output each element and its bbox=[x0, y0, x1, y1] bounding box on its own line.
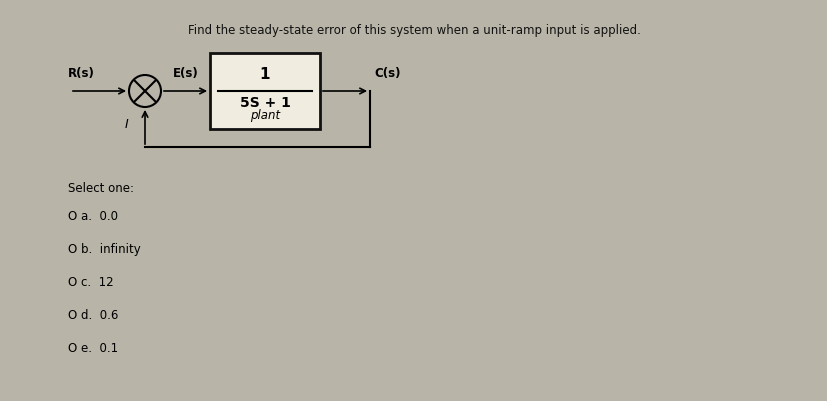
Text: I: I bbox=[125, 118, 129, 131]
Text: O d.  0.6: O d. 0.6 bbox=[68, 308, 118, 321]
Text: R(s): R(s) bbox=[68, 67, 95, 80]
Text: E(s): E(s) bbox=[172, 67, 198, 80]
Text: 1: 1 bbox=[260, 67, 270, 82]
Text: Find the steady-state error of this system when a unit-ramp input is applied.: Find the steady-state error of this syst… bbox=[188, 24, 639, 37]
Text: plant: plant bbox=[250, 109, 280, 122]
Text: 5S + 1: 5S + 1 bbox=[239, 96, 290, 110]
Text: Select one:: Select one: bbox=[68, 182, 134, 194]
Text: O a.  0.0: O a. 0.0 bbox=[68, 209, 118, 223]
Text: C(s): C(s) bbox=[374, 67, 400, 80]
Text: O b.  infinity: O b. infinity bbox=[68, 242, 141, 255]
Text: O c.  12: O c. 12 bbox=[68, 275, 113, 288]
Bar bbox=[210, 54, 319, 130]
Text: O e.  0.1: O e. 0.1 bbox=[68, 341, 118, 354]
